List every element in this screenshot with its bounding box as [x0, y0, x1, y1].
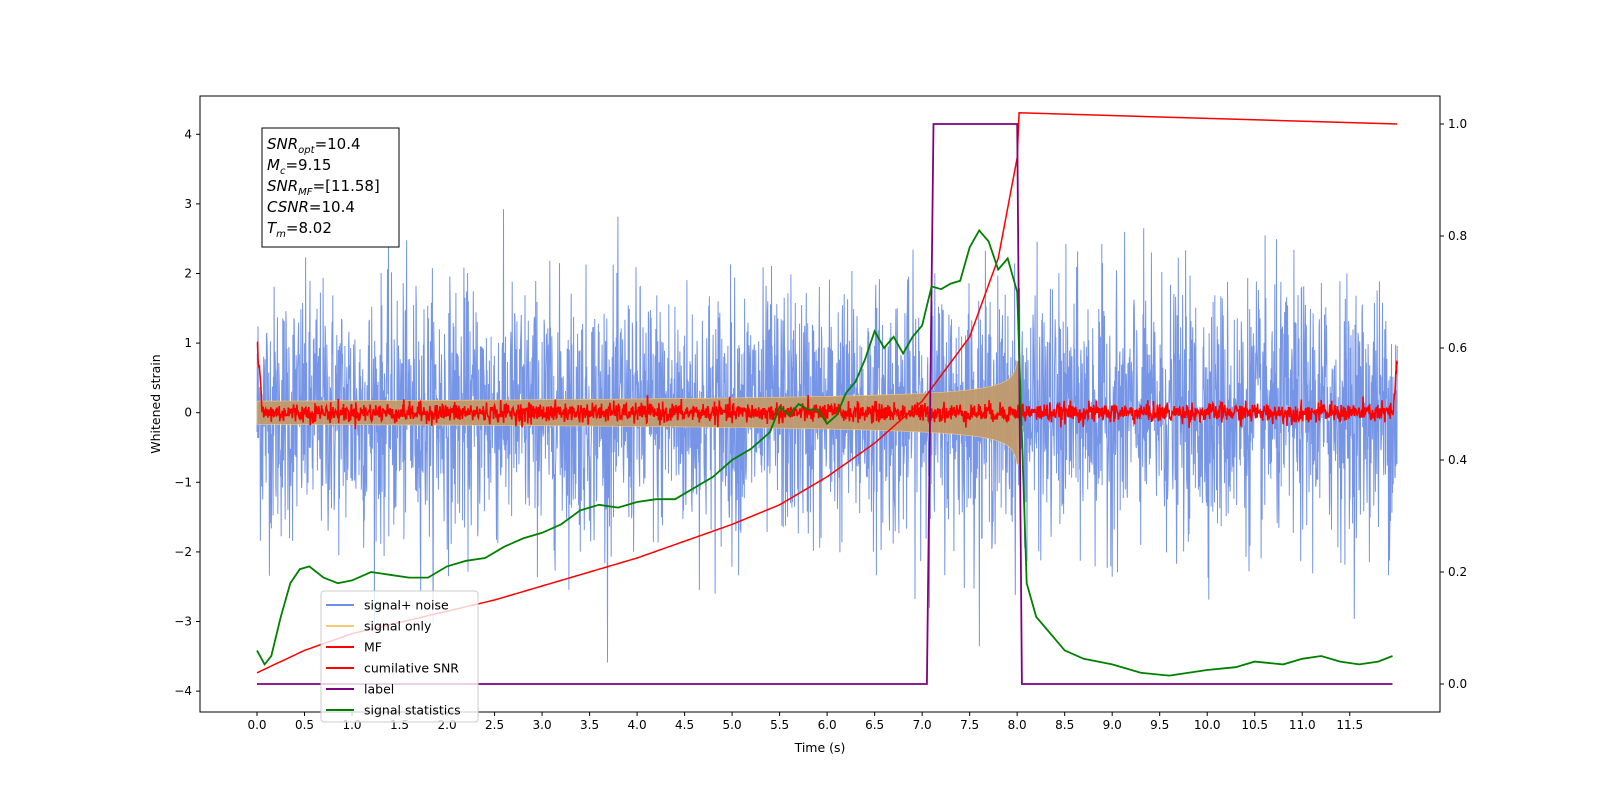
- annotation-line: CSNR=10.4: [267, 198, 355, 216]
- x-tick-label: 5.5: [770, 718, 789, 732]
- annotation-frame: [261, 127, 400, 248]
- series-layer: [256, 112, 1398, 685]
- y2-tick-label: 1.0: [1448, 117, 1467, 131]
- y-tick-label: 0: [184, 406, 192, 420]
- legend-label: MF: [364, 640, 382, 655]
- x-tick-label: 6.0: [818, 718, 837, 732]
- y-tick-label: 3: [184, 197, 192, 211]
- x-tick-label: 7.0: [913, 718, 932, 732]
- y2-tick-label: 0.4: [1448, 453, 1467, 467]
- x-tick-label: 9.0: [1103, 718, 1122, 732]
- x-tick-label: 6.5: [865, 718, 884, 732]
- x-tick-label: 7.5: [960, 718, 979, 732]
- legend-label: signal+ noise: [364, 598, 449, 613]
- x-axis-label: Time (s): [794, 740, 846, 755]
- legend-label: label: [364, 682, 394, 697]
- y-tick-label: 1: [184, 336, 192, 350]
- axes-layer: 0.0 0.5 1.0 1.5 2.0 2.5 3.0 3.5 4.0 4.5 5.0 5.5 6.0 6…: [174, 117, 1467, 732]
- annotation-line: Tm=8.02: [267, 219, 332, 240]
- x-tick-label: 2.5: [485, 718, 504, 732]
- x-tick-label: 0.0: [247, 718, 266, 732]
- x-tick-label: 0.5: [295, 718, 314, 732]
- y-tick-label: 2: [184, 266, 192, 280]
- legend-frame: [320, 590, 479, 723]
- x-tick-label: 3.0: [533, 718, 552, 732]
- legend-label: cumilative SNR: [364, 661, 459, 676]
- y-tick-label: −4: [174, 684, 192, 698]
- series-label: [257, 123, 1393, 685]
- plot-frame: [199, 95, 1441, 713]
- y-tick-label: −1: [174, 475, 192, 489]
- annotation-line: Mc=9.15: [267, 156, 331, 177]
- series-signal-statistics: [256, 228, 1393, 677]
- legend-label: signal only: [364, 619, 432, 634]
- x-tick-label: 11.5: [1336, 718, 1363, 732]
- y2-tick-label: 0.8: [1448, 229, 1467, 243]
- series-mf: [256, 341, 1398, 430]
- legend: signal+ noise signal only MF cumilative SNR…: [320, 590, 479, 723]
- annotation-box: SNRopt=10.4Mc=9.15SNRMF=[11.58]CSNR=10.4…: [261, 127, 400, 248]
- y2-tick-label: 0.2: [1448, 565, 1467, 579]
- x-tick-label: 9.5: [1150, 718, 1169, 732]
- y2-tick-label: 0.0: [1448, 677, 1467, 691]
- x-tick-label: 10.0: [1194, 718, 1221, 732]
- x-tick-label: 11.0: [1289, 718, 1316, 732]
- y-tick-label: 4: [184, 127, 192, 141]
- x-tick-label: 4.5: [675, 718, 694, 732]
- y-tick-label: −2: [174, 545, 192, 559]
- y-tick-label: −3: [174, 615, 192, 629]
- annotation-line: SNRMF=[11.58]: [267, 177, 380, 198]
- x-tick-label: 3.5: [580, 718, 599, 732]
- x-tick-label: 8.0: [1008, 718, 1027, 732]
- series-signal-noise: [256, 209, 1398, 663]
- legend-label: signal statistics: [364, 703, 461, 718]
- x-tick-label: 5.0: [723, 718, 742, 732]
- x-tick-label: 4.0: [628, 718, 647, 732]
- annotation-line: SNRopt=10.4: [267, 135, 361, 156]
- y-axis-label: Whitened strain: [148, 354, 163, 453]
- x-tick-label: 10.5: [1241, 718, 1268, 732]
- x-tick-label: 8.5: [1055, 718, 1074, 732]
- y2-tick-label: 0.6: [1448, 341, 1467, 355]
